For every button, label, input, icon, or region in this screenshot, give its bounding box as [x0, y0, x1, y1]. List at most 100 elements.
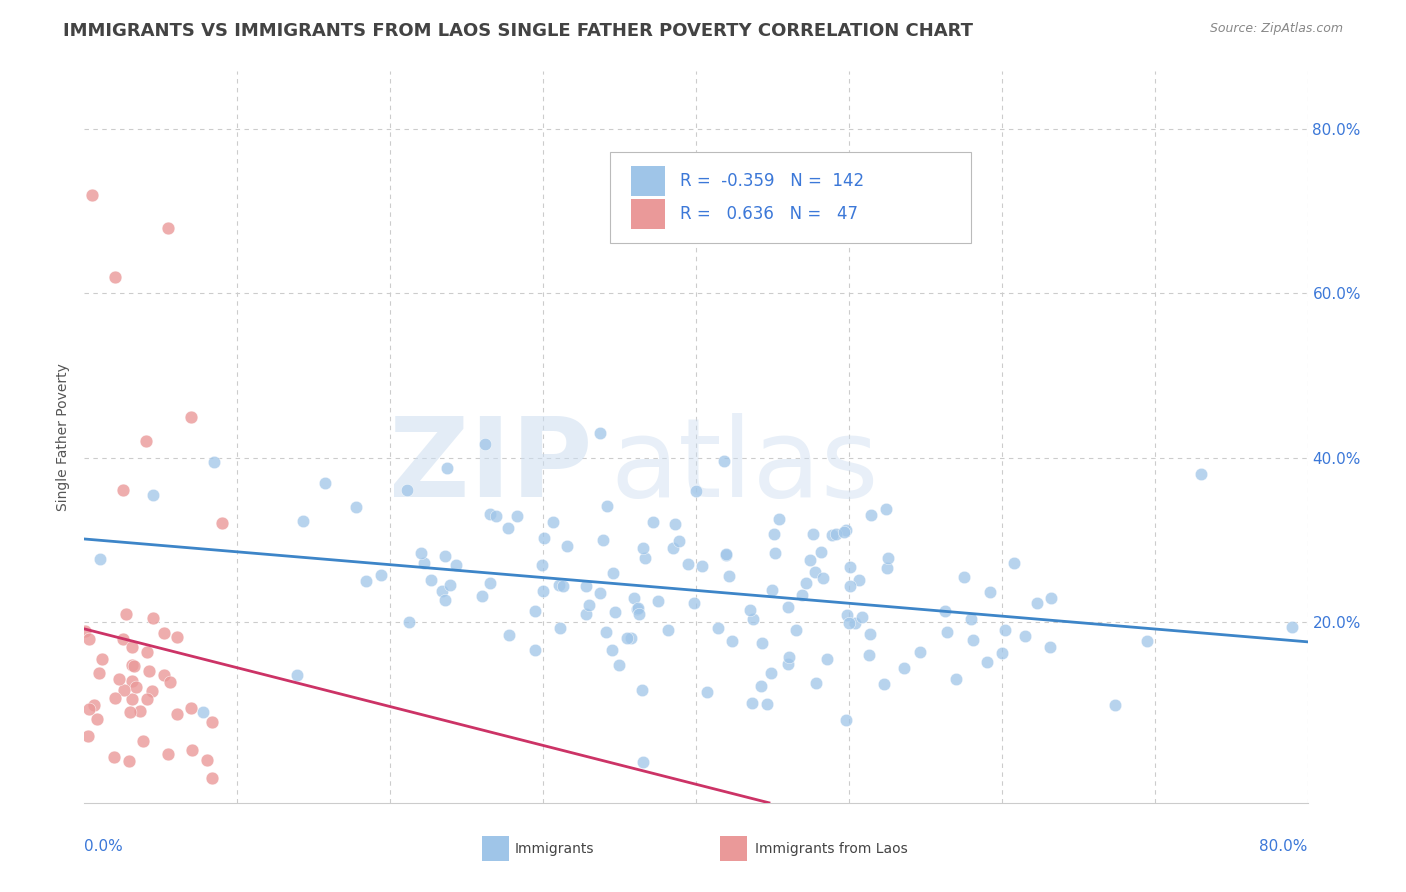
Point: [976, 656, 998, 670]
Point: [89, 552, 111, 566]
Point: [738, 603, 761, 617]
Point: [934, 604, 956, 618]
Point: [195, 753, 218, 767]
Point: [839, 559, 862, 574]
Point: [200, 715, 222, 730]
Point: [806, 676, 828, 690]
Text: 0.0%: 0.0%: [84, 839, 124, 855]
Point: [603, 605, 626, 619]
Point: [575, 579, 598, 593]
Point: [118, 755, 141, 769]
Point: [801, 527, 824, 541]
Point: [112, 683, 135, 698]
Text: ZIP: ZIP: [388, 413, 592, 520]
Bar: [482, 836, 509, 862]
Point: [858, 648, 880, 662]
Point: [877, 551, 900, 566]
Point: [1039, 591, 1062, 605]
Point: [873, 677, 896, 691]
Point: [135, 691, 157, 706]
Point: [180, 409, 202, 424]
Point: [555, 540, 578, 554]
Point: [661, 541, 683, 555]
Point: [910, 645, 932, 659]
Point: [762, 526, 785, 541]
Point: [876, 561, 898, 575]
Text: R =  -0.359   N =  142: R = -0.359 N = 142: [681, 172, 865, 190]
Point: [1281, 620, 1303, 634]
Point: [120, 705, 142, 719]
Point: [73, 624, 96, 639]
Point: [714, 547, 737, 561]
Point: [112, 632, 135, 647]
Point: [103, 750, 125, 764]
Point: [1104, 698, 1126, 712]
Point: [291, 514, 314, 528]
Point: [991, 646, 1014, 660]
Point: [121, 640, 143, 655]
Point: [778, 599, 800, 614]
Point: [716, 548, 738, 562]
Point: [444, 558, 467, 573]
Point: [626, 602, 648, 616]
Point: [77, 702, 100, 716]
Point: [796, 575, 818, 590]
Point: [799, 553, 821, 567]
Point: [1026, 596, 1049, 610]
Point: [471, 589, 494, 603]
Point: [122, 659, 145, 673]
Point: [592, 533, 614, 548]
Point: [76, 729, 98, 743]
FancyBboxPatch shape: [610, 152, 972, 244]
Point: [676, 557, 699, 571]
Point: [936, 625, 959, 640]
Point: [778, 650, 800, 665]
Point: [152, 668, 174, 682]
Point: [131, 734, 153, 748]
Point: [108, 672, 131, 686]
Point: [979, 585, 1001, 599]
Point: [434, 593, 457, 607]
Point: [875, 501, 897, 516]
Point: [751, 679, 773, 693]
Point: [761, 583, 783, 598]
Point: [575, 607, 598, 621]
Point: [690, 559, 713, 574]
Point: [668, 534, 690, 549]
Point: [683, 596, 706, 610]
Point: [824, 527, 846, 541]
Point: [496, 521, 519, 535]
Point: [142, 488, 165, 502]
Point: [87, 665, 110, 680]
Point: [86, 713, 108, 727]
Point: [607, 657, 630, 672]
Point: [121, 658, 143, 673]
Text: 80.0%: 80.0%: [1260, 839, 1308, 855]
Point: [547, 578, 569, 592]
Point: [602, 566, 624, 581]
Point: [159, 675, 181, 690]
Point: [439, 578, 461, 592]
Point: [685, 484, 707, 499]
Point: [962, 633, 984, 648]
Point: [835, 523, 858, 537]
Point: [860, 508, 883, 522]
Point: [804, 566, 827, 580]
Bar: [720, 836, 748, 862]
Point: [627, 600, 650, 615]
Point: [785, 623, 807, 637]
Text: IMMIGRANTS VS IMMIGRANTS FROM LAOS SINGLE FATHER POVERTY CORRELATION CHART: IMMIGRANTS VS IMMIGRANTS FROM LAOS SINGL…: [63, 22, 973, 40]
Point: [202, 455, 225, 469]
Point: [80, 187, 103, 202]
Bar: [631, 167, 665, 195]
Point: [121, 692, 143, 706]
Point: [104, 269, 127, 284]
Point: [412, 556, 434, 570]
Point: [121, 674, 143, 689]
Point: [1014, 629, 1036, 643]
Point: [634, 550, 657, 565]
Point: [533, 531, 555, 545]
Point: [751, 636, 773, 650]
Point: [600, 643, 623, 657]
Point: [498, 628, 520, 642]
